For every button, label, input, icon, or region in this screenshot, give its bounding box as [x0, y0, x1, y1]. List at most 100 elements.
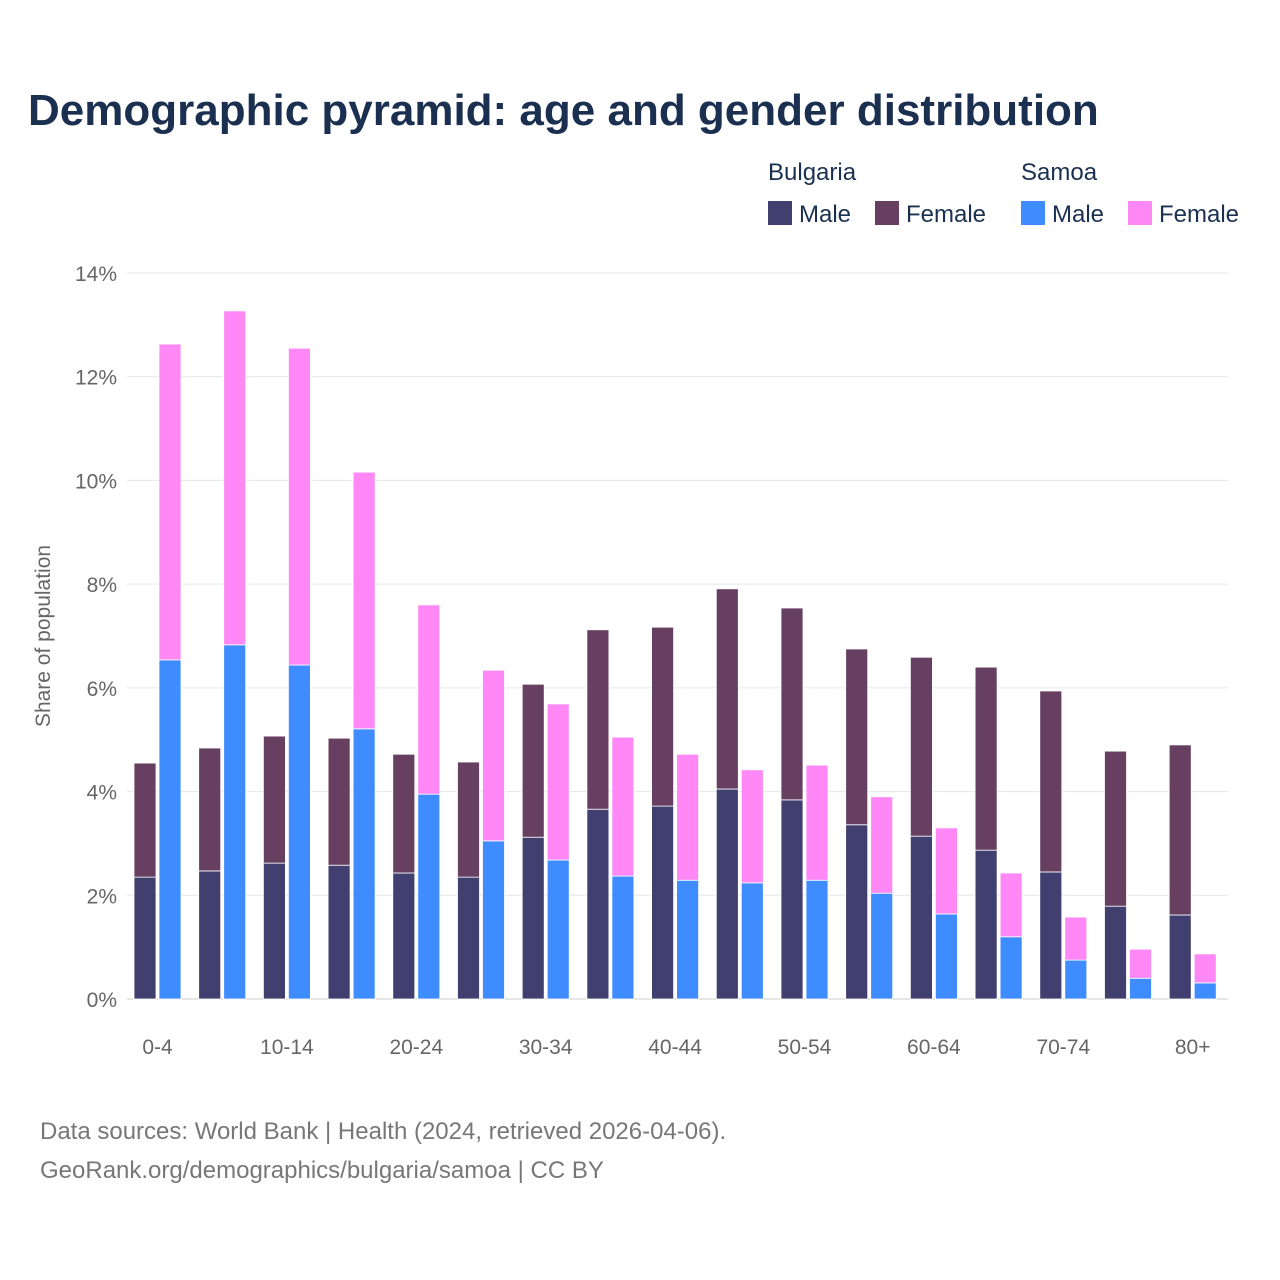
- bar-samoa-female-20-24[interactable]: [417, 604, 441, 795]
- bar-samoa-male-25-29[interactable]: [482, 840, 505, 1000]
- bar-samoa-male-5-9[interactable]: [223, 644, 247, 1000]
- x-tick-label: 20-24: [389, 1036, 443, 1059]
- bar-bulgaria-female-35-39[interactable]: [586, 629, 610, 810]
- bar-bulgaria-female-20-24[interactable]: [392, 753, 416, 874]
- x-tick-label: 50-54: [778, 1036, 832, 1059]
- bar-samoa-male-30-34[interactable]: [546, 859, 570, 1000]
- y-tick-label: 14%: [75, 263, 117, 286]
- bar-samoa-male-45-49[interactable]: [740, 882, 764, 1000]
- legend-item-bulgaria-female[interactable]: Female: [906, 201, 986, 228]
- bar-bulgaria-male-15-19[interactable]: [327, 864, 351, 1000]
- bar-bulgaria-female-55-59[interactable]: [845, 648, 869, 826]
- legend-swatch: [768, 201, 792, 225]
- y-tick-label: 12%: [75, 367, 117, 390]
- x-tick-label: 0-4: [142, 1036, 173, 1059]
- bar-bulgaria-male-45-49[interactable]: [715, 788, 739, 1000]
- legend-item-samoa-female[interactable]: Female: [1159, 201, 1239, 228]
- bar-bulgaria-female-65-69[interactable]: [974, 666, 998, 851]
- bar-samoa-male-10-14[interactable]: [287, 664, 311, 1000]
- bar-samoa-male-35-39[interactable]: [611, 875, 635, 1000]
- bar-bulgaria-male-10-14[interactable]: [262, 862, 286, 1000]
- bar-bulgaria-male-20-24[interactable]: [392, 872, 416, 1000]
- bar-samoa-female-40-44[interactable]: [676, 753, 699, 881]
- bar-bulgaria-female-40-44[interactable]: [651, 626, 674, 807]
- y-tick-label: 8%: [87, 574, 117, 597]
- bar-bulgaria-male-30-34[interactable]: [521, 836, 545, 1000]
- bar-samoa-female-50-54[interactable]: [805, 764, 829, 881]
- bar-bulgaria-male-80+[interactable]: [1168, 914, 1192, 1000]
- y-tick-label: 6%: [87, 678, 117, 701]
- bar-samoa-female-5-9[interactable]: [223, 310, 247, 646]
- chart-title: Demographic pyramid: age and gender dist…: [28, 86, 1099, 135]
- bar-samoa-male-65-69[interactable]: [999, 936, 1023, 1000]
- bar-samoa-male-60-64[interactable]: [935, 913, 958, 1000]
- bar-bulgaria-male-5-9[interactable]: [198, 870, 222, 1000]
- bar-samoa-female-45-49[interactable]: [740, 769, 764, 884]
- bar-bulgaria-male-75-79[interactable]: [1104, 905, 1127, 1000]
- bar-samoa-female-70-74[interactable]: [1064, 916, 1088, 961]
- x-tick-label: 40-44: [648, 1036, 702, 1059]
- legend-item-samoa-male[interactable]: Male: [1052, 201, 1104, 228]
- x-tick-label: 70-74: [1036, 1036, 1090, 1059]
- bar-bulgaria-female-70-74[interactable]: [1039, 690, 1063, 873]
- footer-source: Data sources: World Bank | Health (2024,…: [40, 1118, 726, 1145]
- bar-samoa-female-25-29[interactable]: [482, 669, 505, 842]
- bar-samoa-female-75-79[interactable]: [1129, 948, 1152, 979]
- bar-bulgaria-male-0-4[interactable]: [133, 876, 157, 1000]
- bar-samoa-female-30-34[interactable]: [546, 703, 570, 861]
- bar-bulgaria-male-25-29[interactable]: [457, 876, 480, 1000]
- bar-bulgaria-male-65-69[interactable]: [974, 849, 998, 1000]
- bar-bulgaria-female-80+[interactable]: [1168, 744, 1192, 916]
- bar-bulgaria-male-70-74[interactable]: [1039, 871, 1063, 1000]
- bar-bulgaria-female-30-34[interactable]: [521, 683, 545, 838]
- bar-samoa-male-0-4[interactable]: [158, 659, 182, 1000]
- bar-bulgaria-female-60-64[interactable]: [910, 656, 933, 837]
- bar-bulgaria-male-60-64[interactable]: [910, 835, 933, 1000]
- bar-bulgaria-female-5-9[interactable]: [198, 747, 222, 872]
- bar-samoa-female-55-59[interactable]: [870, 796, 894, 894]
- bar-samoa-female-80+[interactable]: [1193, 953, 1217, 984]
- bar-samoa-female-35-39[interactable]: [611, 736, 635, 877]
- legend-swatch: [875, 201, 899, 225]
- bar-bulgaria-female-50-54[interactable]: [780, 607, 804, 801]
- bar-bulgaria-male-50-54[interactable]: [780, 799, 804, 1000]
- bar-samoa-female-60-64[interactable]: [935, 827, 958, 915]
- bar-samoa-female-10-14[interactable]: [287, 347, 311, 666]
- bar-bulgaria-female-45-49[interactable]: [715, 588, 739, 790]
- legend-group-bulgaria: Bulgaria: [768, 159, 857, 186]
- bar-samoa-female-65-69[interactable]: [999, 872, 1023, 938]
- bar-bulgaria-male-35-39[interactable]: [586, 808, 610, 1000]
- bar-samoa-male-50-54[interactable]: [805, 879, 829, 1000]
- bar-samoa-male-75-79[interactable]: [1129, 977, 1152, 1000]
- bar-samoa-male-15-19[interactable]: [352, 728, 376, 1000]
- x-tick-label: 60-64: [907, 1036, 961, 1059]
- bar-bulgaria-male-55-59[interactable]: [845, 824, 869, 1000]
- x-axis-ticks: 0-4 10-14 20-24 30-34 40-44 50-54 60-64 70-74 80…: [142, 1036, 1210, 1059]
- bar-bulgaria-female-0-4[interactable]: [133, 762, 157, 878]
- y-axis-label: Share of population: [32, 545, 55, 727]
- legend-swatch: [1021, 201, 1045, 225]
- bar-samoa-male-55-59[interactable]: [870, 892, 894, 1000]
- bar-bulgaria-female-15-19[interactable]: [327, 737, 351, 866]
- x-tick-label: 30-34: [519, 1036, 573, 1059]
- y-tick-label: 2%: [87, 885, 117, 908]
- y-tick-label: 10%: [75, 470, 117, 493]
- bar-bulgaria-female-10-14[interactable]: [262, 735, 286, 864]
- bar-samoa-female-15-19[interactable]: [352, 471, 376, 730]
- bar-bulgaria-male-40-44[interactable]: [651, 805, 674, 1000]
- bar-samoa-male-20-24[interactable]: [417, 793, 441, 1000]
- bar-bulgaria-female-75-79[interactable]: [1104, 750, 1127, 907]
- bars: [133, 310, 1217, 1000]
- bar-samoa-male-70-74[interactable]: [1064, 959, 1088, 1000]
- bar-samoa-female-0-4[interactable]: [158, 343, 182, 661]
- legend-swatch: [1128, 201, 1152, 225]
- bar-samoa-male-40-44[interactable]: [676, 879, 699, 1000]
- legend-group-samoa: Samoa: [1021, 159, 1098, 186]
- footer-url[interactable]: GeoRank.org/demographics/bulgaria/samoa …: [40, 1157, 604, 1184]
- y-tick-label: 4%: [87, 782, 117, 805]
- legend-item-bulgaria-male[interactable]: Male: [799, 201, 851, 228]
- y-tick-label: 0%: [87, 989, 117, 1012]
- bar-bulgaria-female-25-29[interactable]: [457, 761, 480, 878]
- bar-samoa-male-80+[interactable]: [1193, 982, 1217, 1000]
